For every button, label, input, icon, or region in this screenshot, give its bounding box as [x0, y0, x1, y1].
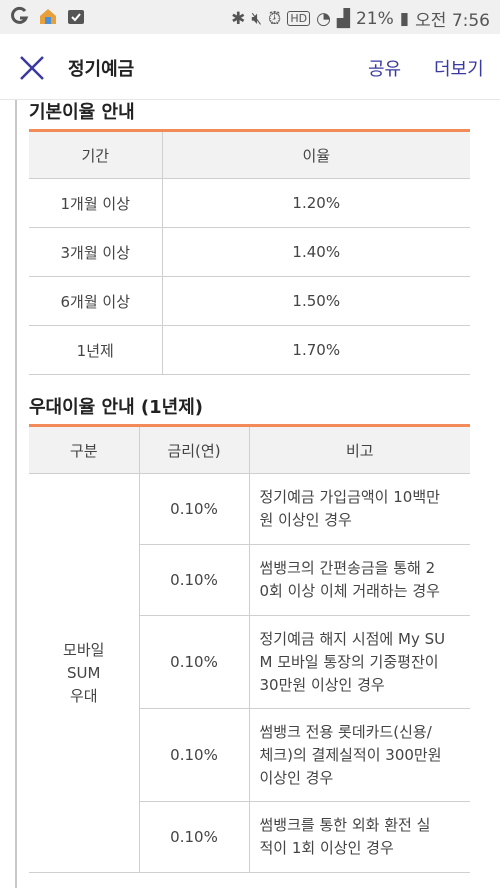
note-line: 썸뱅크 전용 롯데카드(신용/: [259, 722, 432, 741]
table-row: 1년제 1.70%: [29, 325, 470, 375]
page-title: 정기예금: [68, 59, 135, 80]
clock: 오전 7:56: [415, 11, 490, 31]
rate-cell: 0.10%: [139, 615, 250, 709]
period-cell: 3개월 이상: [29, 227, 163, 277]
category-line: SUM: [67, 663, 101, 682]
note-line: 체크)의 결제실적이 300만원: [259, 745, 442, 764]
table-row: 1개월 이상 1.20%: [29, 178, 470, 228]
category-line: 우대: [69, 686, 98, 705]
period-cell: 6개월 이상: [29, 276, 163, 326]
rate-cell: 0.10%: [139, 801, 250, 873]
table-row: 0.10% 썸뱅크를 통한 외화 환전 실 적이 1회 이상인 경우: [29, 801, 470, 873]
table-row: 0.10% 썸뱅크의 간편송금을 통해 2 0회 이상 이체 거래하는 경우: [29, 544, 470, 616]
note-cell: 정기예금 해지 시점에 My SU M 모바일 통장의 기중평잔이 30만원 이…: [249, 615, 470, 709]
note-line: 정기예금 해지 시점에 My SU: [259, 629, 446, 648]
note-line: 이상인 경우: [259, 768, 334, 787]
note-cell: 썸뱅크 전용 롯데카드(신용/ 체크)의 결제실적이 300만원 이상인 경우: [249, 708, 470, 802]
column-header-category: 구분: [29, 424, 140, 474]
rate-cell: 1.40%: [162, 227, 470, 277]
column-header-note: 비고: [249, 424, 470, 474]
column-header-period: 기간: [29, 129, 163, 179]
table-row: 0.10% 썸뱅크 전용 롯데카드(신용/ 체크)의 결제실적이 300만원 이…: [29, 708, 470, 802]
table-header-row: 구분 금리(연) 비고: [29, 424, 470, 474]
wifi-icon: ◔: [316, 8, 331, 29]
category-cell: 모바일 SUM 우대: [29, 473, 140, 873]
system-icons: ✱ 🔇︎ ⏰︎ HD ◔ ▟ 21% ▮ 오전 7:56: [231, 6, 490, 32]
home-app-icon: [40, 9, 56, 24]
note-cell: 썸뱅크의 간편송금을 통해 2 0회 이상 이체 거래하는 경우: [249, 544, 470, 616]
close-icon[interactable]: [18, 54, 46, 82]
benefit-rate-title: 우대이율 안내 (1년제): [29, 397, 203, 418]
period-cell: 1년제: [29, 325, 163, 375]
scroll-rule: [15, 100, 17, 888]
note-line: 30만원 이상인 경우: [259, 675, 385, 694]
note-cell: 정기예금 가입금액이 10백만 원 이상인 경우: [249, 473, 470, 545]
note-line: 썸뱅크를 통한 외화 환전 실: [259, 816, 431, 834]
rate-cell: 1.20%: [162, 178, 470, 228]
content-area[interactable]: 기본이율 안내 기간 이율 1개월 이상 1.20% 3개월 이상 1.40% …: [0, 100, 500, 888]
hd-badge: HD: [287, 11, 311, 26]
note-line: 원 이상인 경우: [259, 511, 352, 529]
rate-cell: 1.50%: [162, 276, 470, 326]
app-g-icon: [11, 6, 29, 24]
status-bar: ✱ 🔇︎ ⏰︎ HD ◔ ▟ 21% ▮ 오전 7:56: [0, 0, 500, 34]
table-row: 3개월 이상 1.40%: [29, 227, 470, 277]
table-row: 모바일 SUM 우대 0.10% 정기예금 가입금액이 10백만 원 이상인 경…: [29, 473, 470, 873]
note-cell: 썸뱅크를 통한 외화 환전 실 적이 1회 이상인 경우: [249, 801, 470, 873]
battery-icon: ▮: [399, 8, 410, 29]
signal-icon: ▟: [336, 8, 350, 29]
note-line: 정기예금 가입금액이 10백만: [259, 488, 440, 506]
rate-cell: 1.70%: [162, 325, 470, 375]
alarm-icon: ⏰︎: [268, 8, 282, 29]
category-line: 모바일: [63, 640, 105, 659]
period-cell: 1개월 이상: [29, 178, 163, 228]
app-bar: 정기예금 공유 더보기: [0, 34, 500, 100]
column-header-rate: 이율: [162, 129, 470, 179]
note-line: 0회 이상 이체 거래하는 경우: [259, 582, 440, 600]
rate-cell: 0.10%: [139, 544, 250, 616]
column-header-annual-rate: 금리(연): [139, 424, 250, 474]
inbox-check-icon: [68, 10, 84, 24]
table-row: 0.10% 정기예금 해지 시점에 My SU M 모바일 통장의 기중평잔이 …: [29, 615, 470, 709]
table-header-row: 기간 이율: [29, 129, 470, 179]
note-line: M 모바일 통장의 기중평잔이: [259, 652, 439, 671]
rate-cell: 0.10%: [139, 708, 250, 802]
basic-rate-title: 기본이율 안내: [29, 102, 135, 123]
rate-cell: 0.10%: [139, 473, 250, 545]
notification-icons: [10, 6, 86, 26]
more-button[interactable]: 더보기: [434, 59, 484, 80]
bluetooth-icon: ✱: [231, 8, 246, 29]
battery-percent: 21%: [355, 8, 394, 29]
benefit-rate-table: 구분 금리(연) 비고 모바일 SUM 우대 0.10% 정기예금 가입금액이 …: [29, 424, 470, 873]
note-line: 적이 1회 이상인 경우: [259, 839, 394, 857]
share-button[interactable]: 공유: [368, 59, 402, 80]
mute-icon: 🔇︎: [251, 8, 263, 29]
note-line: 썸뱅크의 간편송금을 통해 2: [259, 559, 436, 577]
basic-rate-table: 기간 이율 1개월 이상 1.20% 3개월 이상 1.40% 6개월 이상 1…: [29, 129, 470, 375]
table-row: 6개월 이상 1.50%: [29, 276, 470, 326]
